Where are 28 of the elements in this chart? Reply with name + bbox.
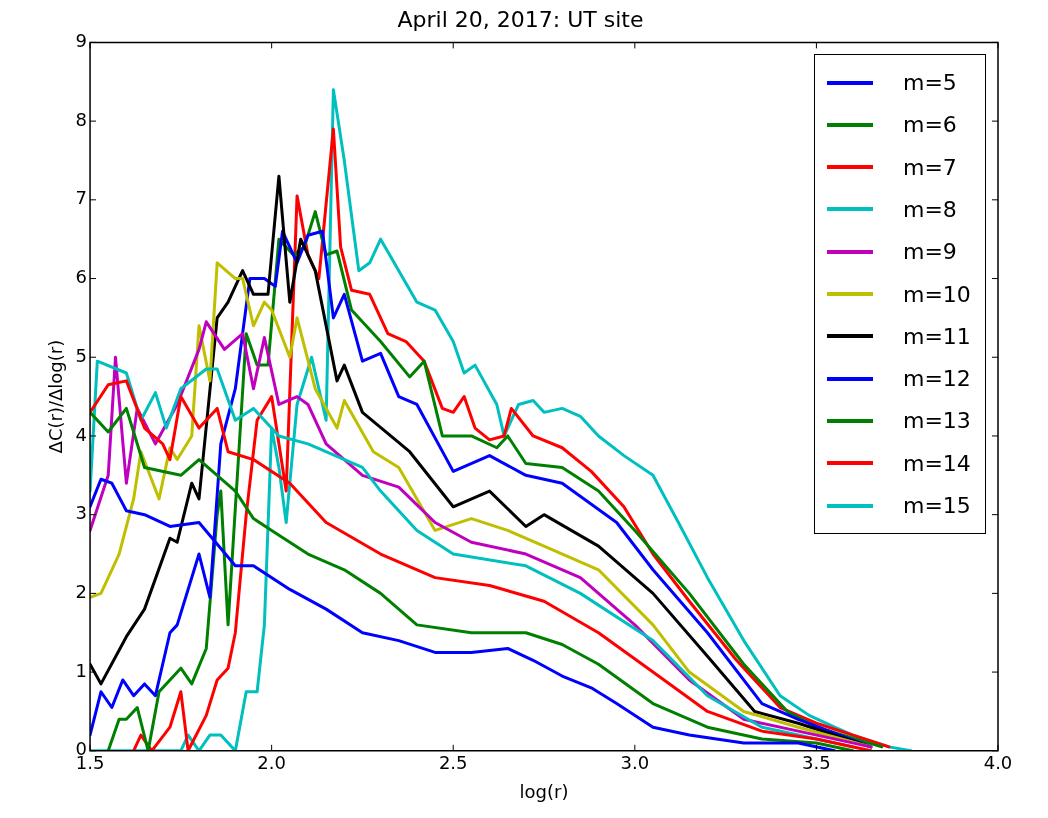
legend-label: m=15 [903,493,971,518]
legend-label: m=8 [903,196,957,222]
y-tick-label: 4 [75,423,88,445]
legend-label: m=10 [903,281,971,307]
chart-title: April 20, 2017: UT site [397,6,644,32]
y-tick-label: 3 [75,502,88,524]
legend-label: m=14 [903,450,971,476]
legend-label: m=7 [903,154,957,180]
legend-label: m=9 [903,239,957,265]
x-tick-label: 2.0 [257,752,286,774]
y-axis-title: ΔC(r)/Δlog(r) [45,339,67,454]
y-tick-label: 2 [75,581,88,603]
y-tick-label: 9 [75,30,88,52]
legend-label: m=11 [903,323,971,349]
y-tick-label: 6 [75,266,88,288]
x-tick-label: 4.0 [983,752,1013,774]
x-tick-label: 3.0 [620,752,650,774]
x-tick-label: 2.5 [438,752,468,774]
legend-label: m=12 [903,366,971,392]
y-tick-label: 5 [75,344,88,366]
x-tick-label: 3.5 [802,752,831,774]
legend-label: m=13 [903,408,971,434]
legend-label: m=5 [903,70,957,96]
y-tick-label: 1 [75,659,88,681]
legend-label: m=6 [903,112,957,138]
y-tick-label: 8 [75,108,88,130]
y-tick-label: 7 [75,187,88,209]
x-axis-title: log(r) [519,780,569,802]
